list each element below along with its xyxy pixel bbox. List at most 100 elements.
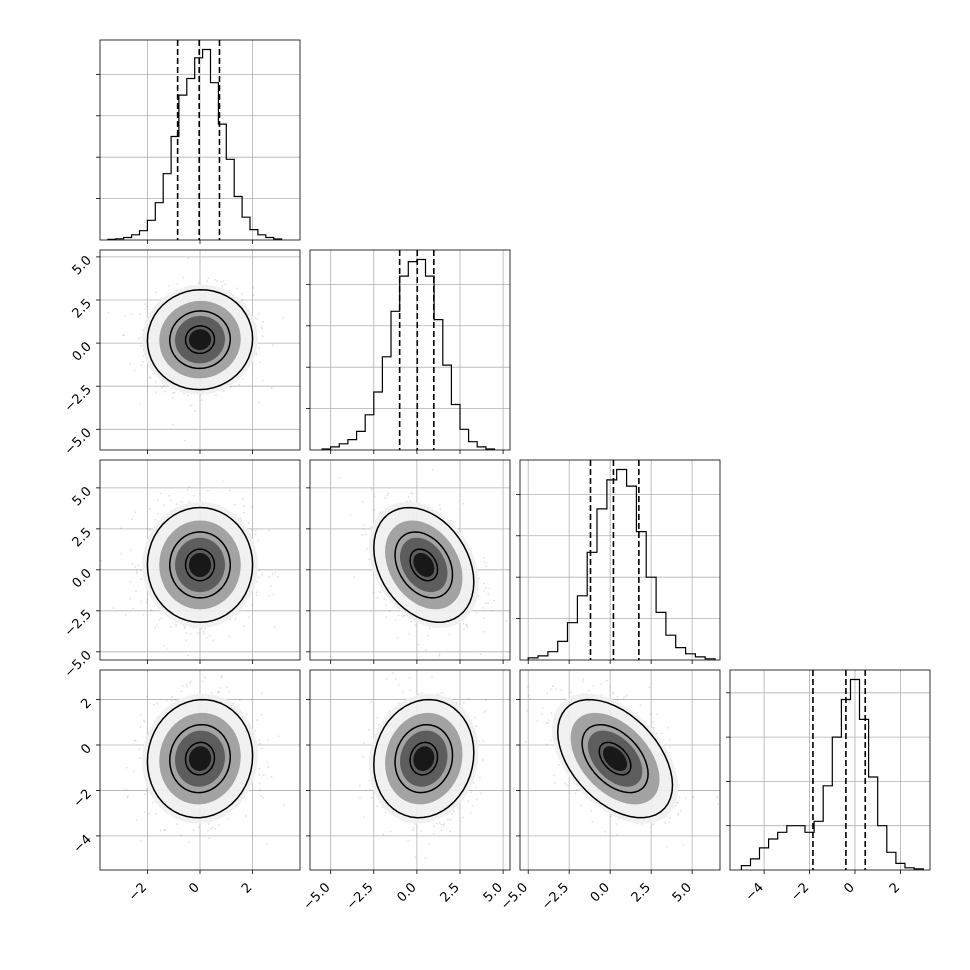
sample-point: [396, 637, 399, 640]
sample-point: [359, 797, 361, 800]
sample-point: [175, 624, 178, 627]
contour-line: [394, 723, 454, 794]
sample-point: [483, 582, 485, 585]
sample-point: [386, 494, 389, 496]
sample-point: [127, 795, 129, 798]
sample-point: [188, 500, 191, 503]
density-shading: [142, 693, 258, 824]
sample-point: [471, 804, 474, 807]
panel-frame: [99, 459, 301, 661]
sample-point: [168, 494, 171, 497]
sample-point: [545, 722, 548, 724]
sample-point: [160, 617, 163, 619]
sample-point: [258, 767, 261, 770]
sample-point: [126, 789, 129, 791]
sample-point: [383, 597, 385, 600]
sample-point: [186, 489, 189, 491]
x-tick-label: 0: [186, 880, 202, 896]
sample-point: [427, 634, 429, 637]
density-shading: [368, 693, 479, 824]
sample-point: [652, 726, 654, 729]
sample-point: [667, 726, 670, 729]
sample-point: [370, 701, 372, 703]
contour-line: [146, 698, 254, 819]
sample-point: [262, 320, 265, 323]
sample-point: [163, 645, 165, 647]
sample-point: [261, 692, 263, 695]
sample-point: [266, 739, 269, 742]
sample-point: [491, 610, 494, 612]
x-tick-label: 2: [239, 880, 255, 896]
sample-point: [139, 757, 142, 760]
sample-point: [394, 619, 397, 621]
sample-point: [258, 739, 261, 742]
sample-point: [484, 709, 487, 712]
density-shading: [142, 501, 258, 628]
sample-point: [137, 564, 140, 567]
sample-point: [447, 818, 449, 821]
sample-point: [692, 796, 695, 798]
histogram-step: [107, 48, 283, 240]
histogram-step: [321, 258, 496, 450]
density-level: [188, 329, 212, 351]
sample-point: [149, 376, 151, 379]
sample-point: [188, 661, 190, 663]
sample-point: [154, 626, 157, 629]
sample-point: [366, 547, 369, 550]
sample-point: [482, 759, 484, 761]
sample-point: [153, 703, 155, 706]
sample-point: [133, 369, 136, 372]
sample-point: [283, 803, 285, 806]
sample-point: [391, 672, 394, 674]
sample-point: [156, 624, 158, 627]
sample-point: [570, 691, 572, 694]
sample-point: [467, 800, 470, 803]
sample-point: [368, 558, 370, 561]
sample-point: [429, 627, 431, 630]
sample-point: [432, 469, 434, 471]
sample-point: [470, 791, 472, 793]
sample-point: [189, 633, 192, 635]
sample-point: [261, 335, 264, 337]
sample-point: [180, 501, 183, 503]
sample-point: [138, 337, 140, 340]
sample-point: [202, 630, 205, 633]
sample-point: [462, 503, 465, 505]
sample-point: [414, 856, 417, 859]
sample-point: [133, 739, 136, 742]
sample-point: [120, 552, 122, 555]
sample-point: [457, 806, 459, 809]
sample-point: [158, 618, 161, 621]
sample-point: [251, 529, 253, 532]
sample-point: [214, 828, 216, 830]
sample-point: [135, 740, 137, 742]
sample-point: [134, 566, 136, 568]
sample-point: [462, 701, 465, 704]
hist-panel-1: [96, 39, 301, 244]
sample-point: [260, 326, 263, 329]
panel-frame: [99, 39, 301, 241]
sample-point: [666, 845, 668, 848]
sample-point: [170, 499, 173, 502]
sample-point: [402, 615, 405, 618]
sample-point: [465, 624, 468, 627]
sample-point: [272, 593, 275, 596]
sample-point: [217, 691, 220, 694]
sample-point: [185, 639, 188, 641]
sample-point: [466, 625, 469, 628]
sample-point: [220, 676, 223, 679]
sample-point: [273, 626, 276, 628]
sample-point: [591, 820, 594, 823]
sample-point: [475, 725, 478, 728]
sample-point: [258, 569, 261, 572]
sample-point: [161, 386, 163, 389]
sample-point: [478, 740, 480, 742]
sample-point: [133, 770, 135, 773]
sample-point: [410, 491, 413, 494]
sample-point: [487, 602, 489, 605]
sample-point: [376, 596, 379, 599]
sample-point: [192, 495, 195, 497]
sample-point: [130, 313, 133, 315]
sample-point: [277, 575, 279, 578]
sample-point: [440, 823, 443, 826]
